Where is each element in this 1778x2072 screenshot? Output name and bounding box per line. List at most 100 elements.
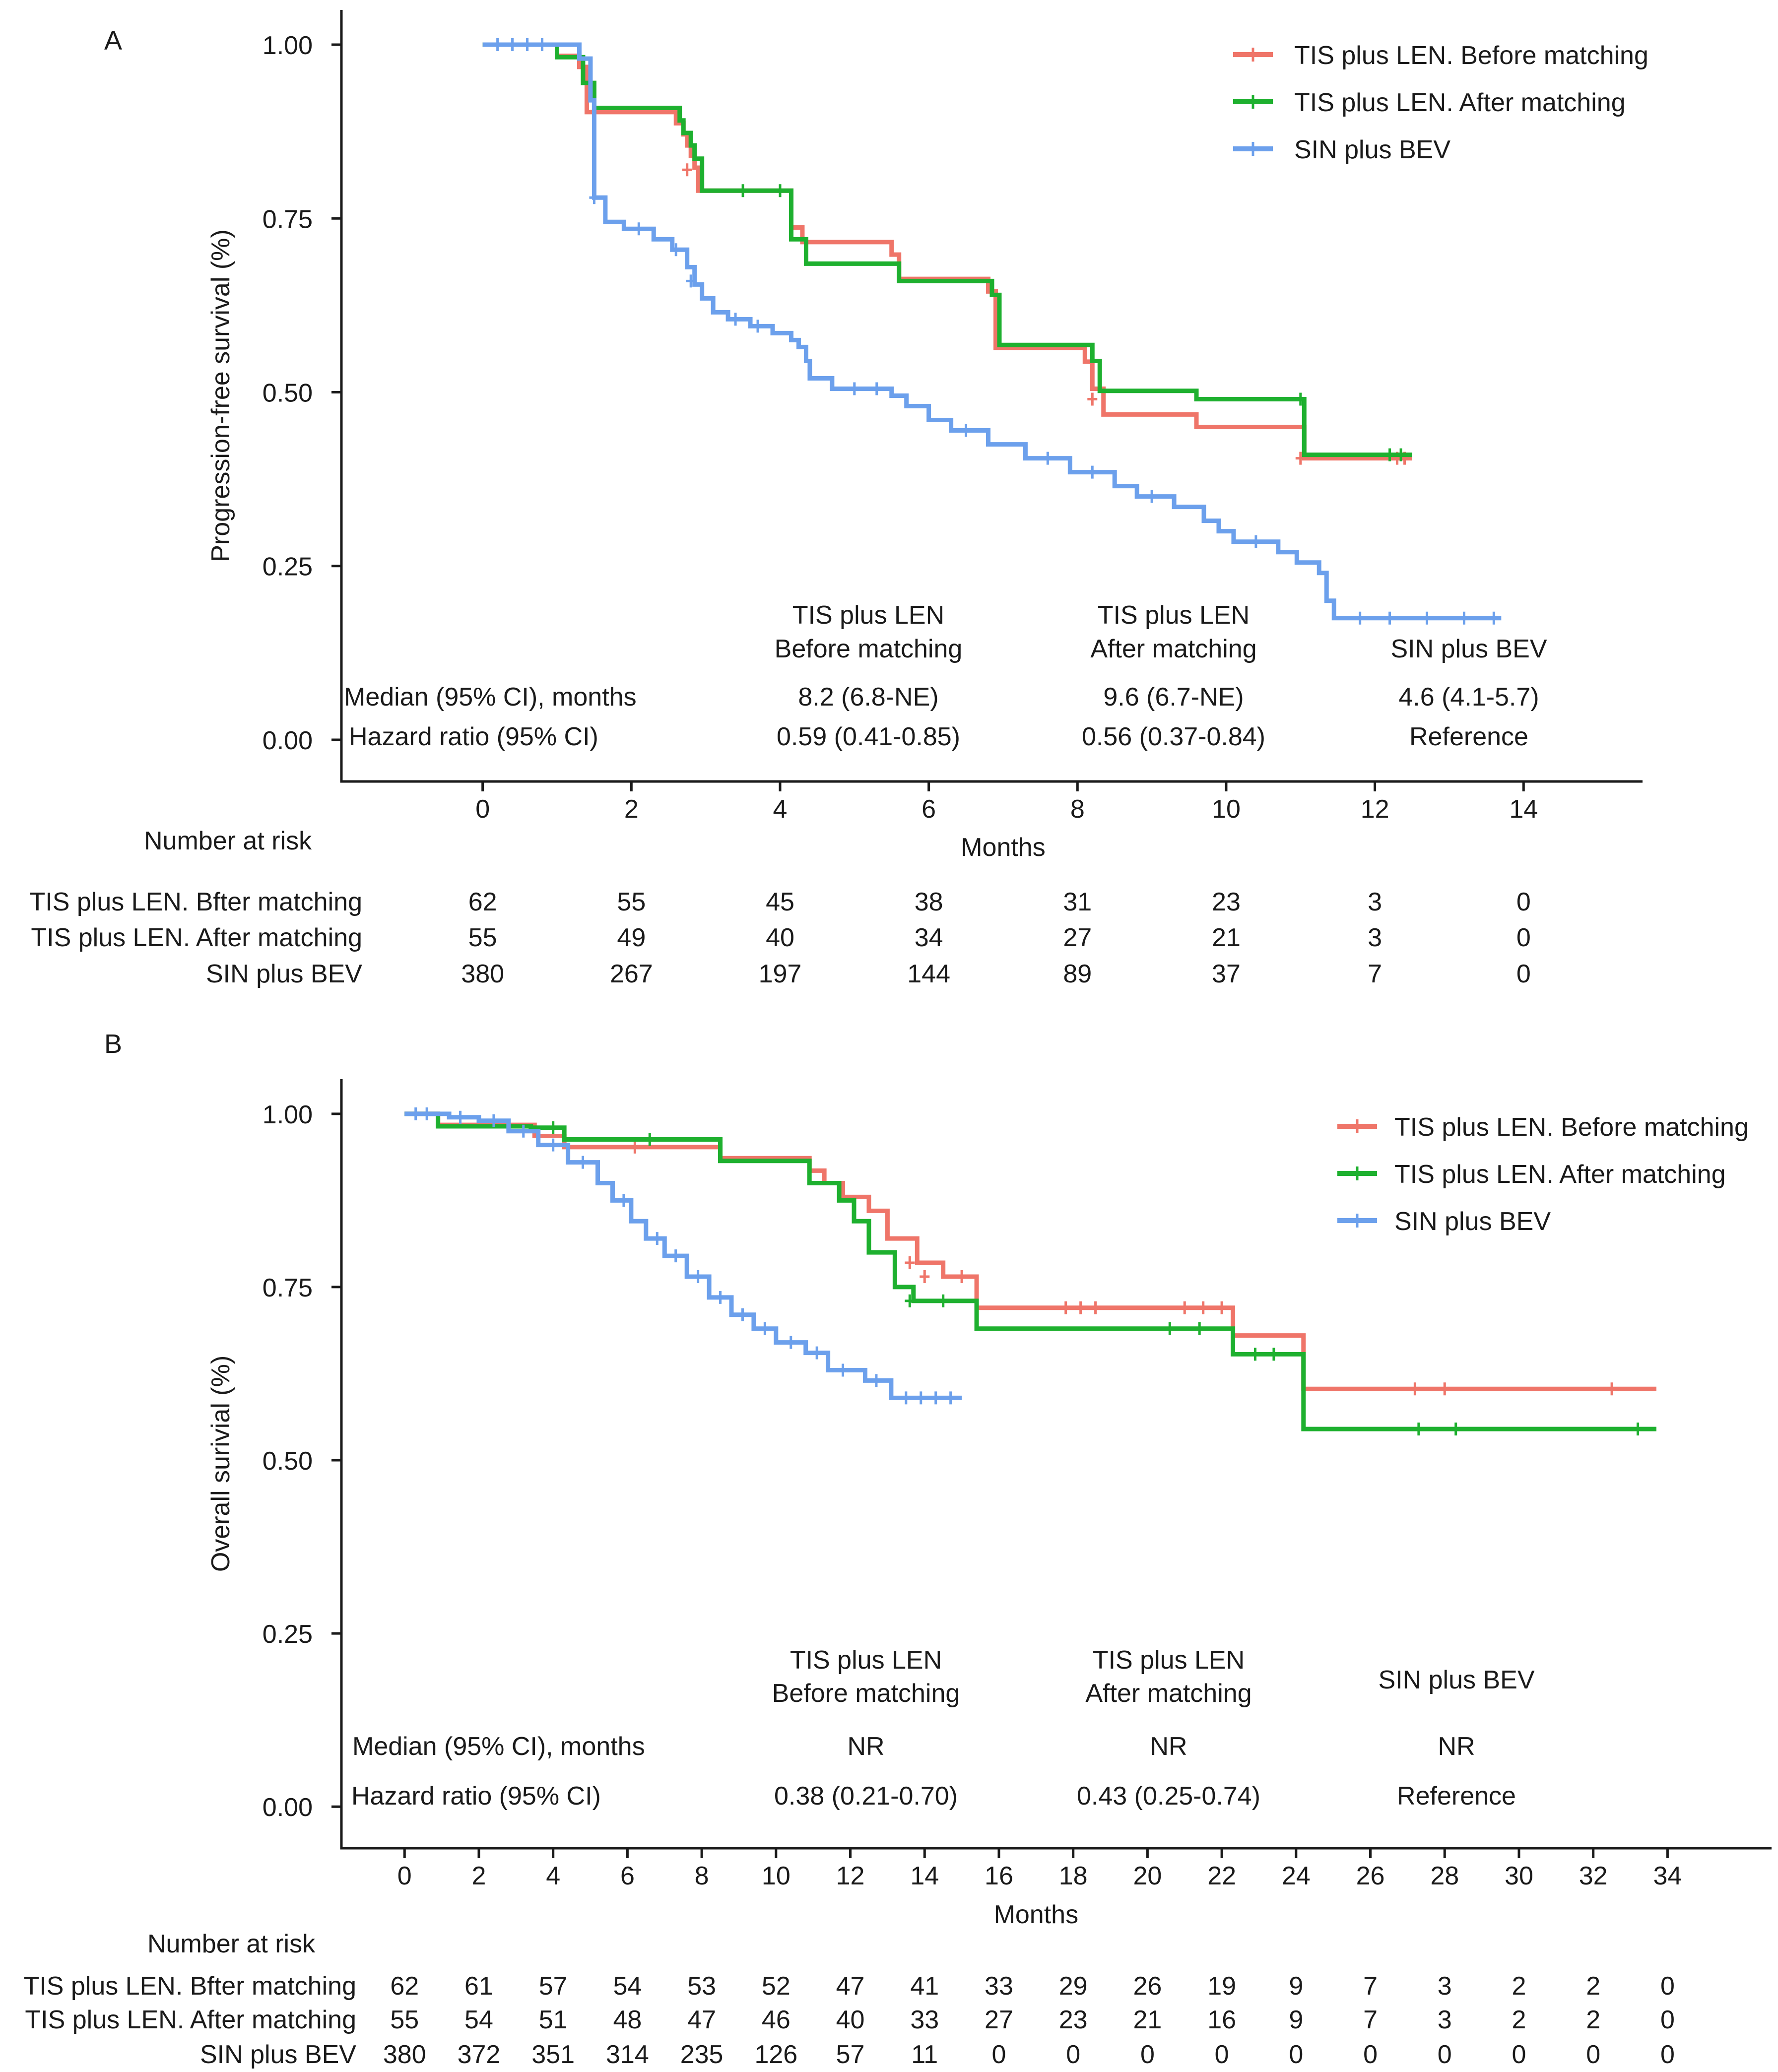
risk-count: 21 (1212, 923, 1241, 952)
km-curve-series-2 (404, 1111, 962, 1400)
summary-header-line2: After matching (1085, 1679, 1251, 1708)
censor-mark (812, 1346, 822, 1360)
censor-mark (871, 1374, 881, 1387)
risk-count: 45 (766, 888, 794, 916)
risk-count: 7 (1368, 960, 1382, 988)
summary-value: NR (1438, 1732, 1475, 1761)
censor-mark (1268, 1348, 1279, 1361)
risk-count: 0 (992, 2040, 1006, 2069)
risk-row-label: TIS plus LEN. After matching (31, 923, 362, 952)
censor-mark (753, 320, 763, 333)
censor-mark (737, 1308, 748, 1321)
risk-count: 372 (458, 2040, 501, 2069)
risk-count: 0 (1215, 2040, 1229, 2069)
censor-mark (488, 1114, 499, 1127)
y-tick-label: 0.00 (263, 726, 313, 755)
censor-mark (1198, 1301, 1208, 1314)
censor-mark (682, 163, 692, 177)
x-tick-label: 26 (1356, 1862, 1385, 1890)
censor-mark (849, 382, 859, 395)
censor-mark (920, 1270, 930, 1283)
risk-count: 0 (1516, 888, 1531, 916)
risk-count: 0 (1660, 1972, 1675, 2001)
axis-lines (340, 10, 1643, 783)
risk-count: 0 (1066, 2040, 1080, 2069)
censor-mark (901, 1391, 911, 1405)
summary-value: 0.59 (0.41-0.85) (777, 722, 960, 751)
risk-count: 37 (1212, 960, 1241, 988)
x-tick-label: 4 (773, 795, 788, 824)
censor-mark (1607, 1382, 1617, 1396)
censor-mark (589, 191, 599, 204)
x-tick-label: 30 (1505, 1862, 1533, 1890)
risk-count: 55 (390, 2006, 419, 2034)
censor-mark (871, 382, 882, 395)
censor-mark (518, 1124, 528, 1138)
risk-count: 33 (985, 1972, 1013, 2001)
censor-mark (1194, 1322, 1205, 1335)
summary-row-label: Hazard ratio (95% CI) (349, 722, 598, 751)
risk-count: 2 (1586, 1972, 1600, 2001)
risk-count: 40 (836, 2006, 865, 2034)
x-tick-label: 28 (1430, 1862, 1459, 1890)
censor-mark (630, 1140, 640, 1154)
risk-count: 23 (1212, 888, 1241, 916)
y-axis-label: Overall surivial (%) (206, 1356, 235, 1572)
risk-count: 41 (910, 1972, 939, 2001)
risk-count: 46 (762, 2006, 790, 2034)
risk-row-label: TIS plus LEN. After matching (25, 2006, 356, 2034)
summary-header-line1: TIS plus LEN (1098, 601, 1250, 630)
y-tick-label: 1.00 (263, 31, 313, 60)
legend-label: SIN plus BEV (1394, 1207, 1551, 1236)
panel-label: B (104, 1029, 122, 1059)
risk-count: 0 (1289, 2040, 1303, 2069)
risk-count: 21 (1133, 2006, 1162, 2034)
censor-mark (492, 38, 503, 52)
censor-mark (548, 1121, 558, 1134)
y-tick-label: 0.00 (263, 1793, 313, 1822)
summary-row-label: Hazard ratio (95% CI) (351, 1782, 601, 1811)
risk-count: 144 (907, 960, 950, 988)
summary-header-line1: TIS plus LEN (790, 1646, 942, 1675)
censor-mark (1489, 611, 1499, 625)
censor-mark (618, 1194, 629, 1207)
risk-count: 11 (911, 2040, 938, 2069)
censor-mark (1422, 611, 1432, 625)
censor-mark (548, 1138, 558, 1152)
legend-label: SIN plus BEV (1294, 135, 1450, 164)
x-tick-label: 34 (1653, 1862, 1682, 1890)
legend-item-2: SIN plus BEV (1233, 135, 1450, 164)
censor-mark (1087, 465, 1098, 479)
chart-panel-a: A 0.00 0.25 0.50 0.75 1.00 0 2 4 6 8 10 12 14 Months Pr… (30, 10, 1648, 988)
risk-count: 3 (1438, 2006, 1452, 2034)
censor-mark (1165, 1322, 1175, 1335)
x-tick-label: 2 (472, 1862, 486, 1890)
censor-mark (1090, 1301, 1101, 1314)
risk-count: 61 (464, 1972, 493, 2001)
risk-count: 126 (754, 2040, 797, 2069)
risk-count: 40 (766, 923, 794, 952)
y-tick-label: 0.25 (263, 1620, 313, 1649)
legend-item-0: TIS plus LEN. Before matching (1337, 1113, 1749, 1142)
censor-mark (1450, 1423, 1461, 1436)
risk-count: 23 (1059, 2006, 1088, 2034)
risk-count: 52 (762, 1972, 790, 2001)
x-tick-label: 8 (1070, 795, 1085, 824)
summary-header-line2: After matching (1090, 635, 1256, 663)
risk-count: 351 (531, 2040, 575, 2069)
censor-mark (1633, 1423, 1643, 1436)
risk-count: 380 (383, 2040, 426, 2069)
y-tick-label: 1.00 (263, 1101, 313, 1129)
censor-mark (930, 1391, 941, 1405)
summary-value: 9.6 (6.7-NE) (1103, 683, 1244, 712)
risk-count: 0 (1660, 2006, 1675, 2034)
risk-count: 3 (1368, 888, 1382, 916)
censor-mark (715, 1291, 725, 1304)
censor-mark (1384, 611, 1395, 625)
x-tick-label: 24 (1282, 1862, 1311, 1890)
x-tick-label: 14 (1509, 795, 1538, 824)
risk-table-title: Number at risk (144, 827, 312, 855)
risk-count: 89 (1063, 960, 1092, 988)
censor-mark (634, 222, 644, 236)
risk-count: 0 (1438, 2040, 1452, 2069)
